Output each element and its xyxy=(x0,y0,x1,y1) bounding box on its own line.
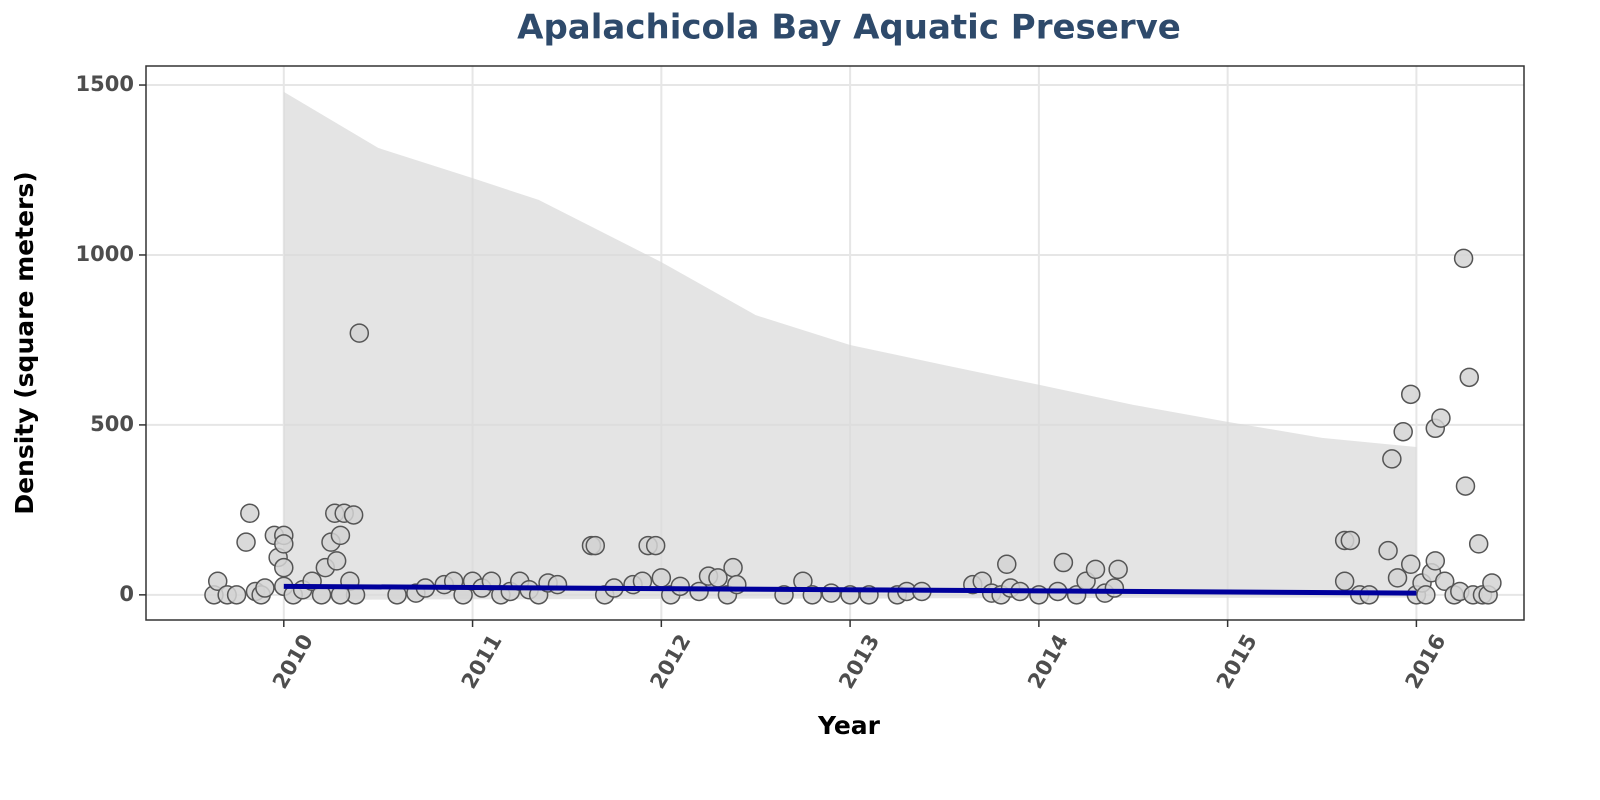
x-tick-label: 2013 xyxy=(834,630,884,693)
data-point xyxy=(226,585,247,605)
data-point xyxy=(651,568,672,588)
data-point xyxy=(207,571,228,592)
confidence-band xyxy=(283,91,1417,600)
y-tick-label: 500 xyxy=(90,412,134,436)
data-point xyxy=(1431,408,1451,428)
data-point xyxy=(1053,552,1074,573)
data-point xyxy=(330,525,351,546)
data-point xyxy=(1393,421,1413,442)
data-point xyxy=(1085,559,1106,580)
data-point xyxy=(547,574,568,595)
data-point xyxy=(1459,367,1480,388)
data-point xyxy=(1334,571,1355,592)
data-point xyxy=(1434,571,1455,592)
data-point xyxy=(1400,554,1421,575)
data-point xyxy=(997,554,1017,575)
data-point xyxy=(1104,578,1125,598)
plot-border xyxy=(145,65,1525,621)
y-tick-label: 1500 xyxy=(76,72,134,96)
data-point xyxy=(274,557,294,578)
data-point xyxy=(1382,449,1402,469)
data-point xyxy=(1400,384,1421,405)
y-tick-label: 1000 xyxy=(76,242,134,266)
x-tick-label: 2010 xyxy=(268,630,318,693)
y-axis-label: Density (square meters) xyxy=(10,171,39,514)
data-point xyxy=(1108,559,1128,580)
data-point xyxy=(1387,568,1408,588)
y-tick-label: 0 xyxy=(119,582,134,606)
x-tick-label: 2016 xyxy=(1401,630,1451,693)
x-tick-label: 2015 xyxy=(1212,630,1262,693)
data-point xyxy=(326,551,347,571)
data-point xyxy=(240,503,260,524)
data-point xyxy=(723,557,743,578)
data-point xyxy=(1453,248,1474,269)
data-point xyxy=(1378,540,1398,561)
data-point xyxy=(274,534,294,554)
data-point xyxy=(645,535,666,556)
data-point xyxy=(1482,573,1502,593)
data-point xyxy=(343,505,364,525)
data-point xyxy=(1455,476,1476,496)
data-point xyxy=(236,532,256,552)
chart-title: Apalachicola Bay Aquatic Preserve xyxy=(517,8,1181,48)
data-point xyxy=(349,323,370,343)
x-tick-label: 2011 xyxy=(457,630,507,693)
trend-line xyxy=(283,583,1417,596)
x-tick-label: 2012 xyxy=(645,630,695,693)
data-point xyxy=(821,583,841,603)
data-point xyxy=(585,535,606,556)
data-point xyxy=(1340,530,1361,551)
x-axis-label: Year xyxy=(817,711,881,740)
x-tick-label: 2014 xyxy=(1023,630,1073,693)
data-point xyxy=(1468,534,1489,554)
data-point xyxy=(1416,585,1436,605)
data-point xyxy=(1425,551,1446,571)
data-point xyxy=(255,578,275,598)
